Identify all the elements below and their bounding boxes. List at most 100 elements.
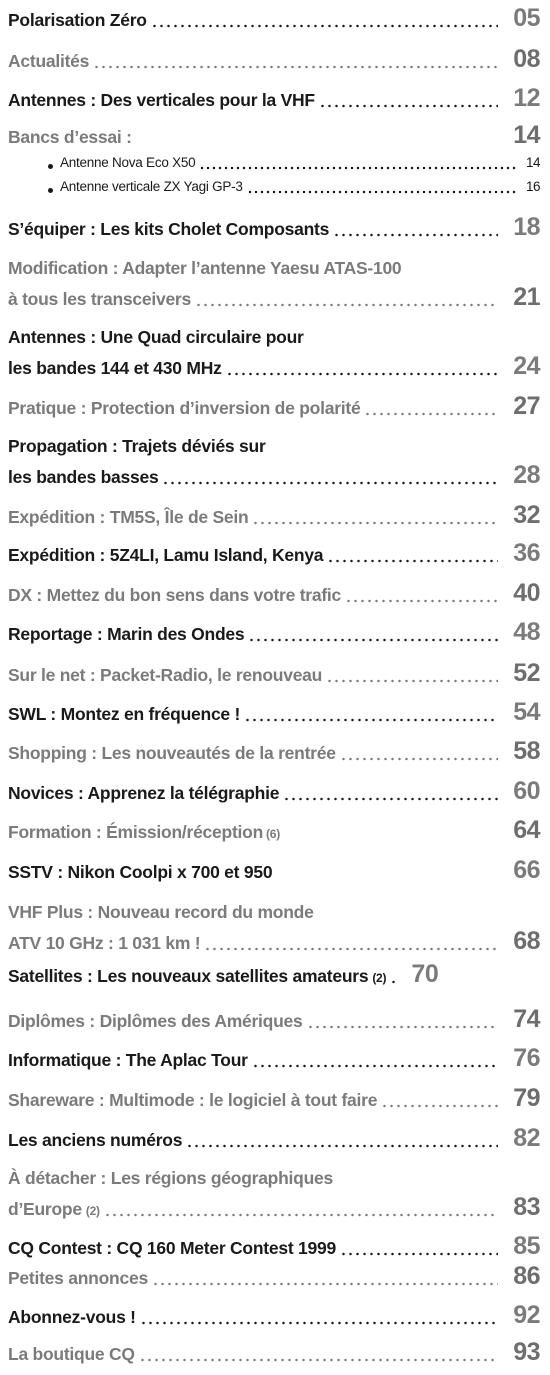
leader-dots [390, 979, 397, 984]
entry-title: CQ Contest : CQ 160 Meter Contest 1999 [8, 1238, 336, 1258]
page-number: 28 [513, 461, 540, 489]
toc-entry: Informatique : The Aplac Tour 76 [8, 1044, 541, 1073]
leader-dots [244, 717, 498, 722]
page-number: 66 [513, 856, 540, 884]
page-number: 76 [513, 1044, 540, 1072]
page-number: 27 [513, 392, 540, 420]
leader-dots [162, 480, 498, 485]
page-number: 24 [513, 352, 540, 380]
entry-title: Novices : Apprenez la télégraphie [8, 783, 280, 803]
toc-entry: Antennes : Une Quad circulaire pour les … [8, 323, 541, 381]
page-number: 36 [513, 539, 540, 567]
leader-dots [103, 1212, 498, 1217]
entry-title: Diplômes : Diplômes des Amériques [8, 1011, 303, 1031]
entry-title: Pratique : Protection d’inversion de pol… [8, 398, 361, 418]
entry-title: Formation : Émission/réception [8, 822, 264, 842]
entry-title: Shareware : Multimode : le logiciel à to… [8, 1090, 378, 1110]
toc-entry: CQ Contest : CQ 160 Meter Contest 1999 85 [8, 1232, 541, 1261]
leader-dots [251, 1063, 498, 1068]
entry-title-cont: à tous les transceivers [8, 289, 191, 309]
toc-entry: DX : Mettez du bon sens dans votre trafi… [8, 579, 541, 608]
leader-dots [199, 166, 516, 170]
entry-title: Actualités [8, 51, 90, 71]
toc-entry: Expédition : TM5S, Île de Sein 32 [8, 501, 541, 530]
leader-dots [194, 302, 498, 307]
entry-title: Bancs d’essai : [8, 127, 132, 147]
leader-dots [333, 232, 498, 237]
leader-dots [345, 598, 498, 603]
entry-title: SSTV : Nikon Coolpi x 700 et 950 [8, 862, 273, 882]
entry-title: Propagation : Trajets déviés sur [8, 436, 266, 456]
page-number: 83 [513, 1193, 540, 1221]
leader-dots [139, 1320, 498, 1325]
toc-entry: VHF Plus : Nouveau record du monde ATV 1… [8, 898, 541, 956]
toc-entry: Shareware : Multimode : le logiciel à to… [8, 1084, 541, 1113]
part-number: (2) [372, 971, 387, 985]
toc-entry: Abonnez-vous ! 92 [8, 1301, 541, 1330]
entry-title: Antennes : Des verticales pour la VHF [8, 90, 315, 110]
leader-dots [318, 103, 498, 108]
entry-title: Satellites : Les nouveaux satellites ama… [8, 966, 369, 986]
page-number: 14 [525, 155, 541, 170]
page-number: 82 [513, 1124, 540, 1152]
entry-title: VHF Plus : Nouveau record du monde [8, 902, 314, 922]
toc-entry: SWL : Montez en fréquence ! 54 [8, 698, 541, 727]
toc-entry: Petites annonces 86 [8, 1262, 541, 1291]
page-number: 18 [513, 213, 540, 241]
page-number: 85 [513, 1232, 540, 1260]
toc-entry: Shopping : Les nouveautés de la rentrée 5… [8, 737, 541, 766]
toc-entry: Formation : Émission/réception (6) 64 [8, 816, 541, 845]
leader-dots [151, 1281, 498, 1286]
page-number: 86 [513, 1262, 540, 1290]
toc-entry: Bancs d’essai : 14 [8, 121, 541, 150]
entry-title: Antenne Nova Eco X50 [60, 155, 196, 170]
page-number: 92 [513, 1301, 540, 1329]
entry-title: Expédition : 5Z4LI, Lamu Island, Kenya [8, 545, 324, 565]
leader-dots [93, 64, 498, 69]
toc-entry: Novices : Apprenez la télégraphie 60 [8, 777, 541, 806]
entry-title: Informatique : The Aplac Tour [8, 1050, 248, 1070]
part-number: (6) [266, 827, 280, 841]
entry-title: Shopping : Les nouveautés de la rentrée [8, 743, 336, 763]
leader-dots [381, 1103, 498, 1108]
page-number: 64 [513, 816, 540, 844]
toc-entry: Pratique : Protection d’inversion de pol… [8, 392, 541, 421]
entry-title: Expédition : TM5S, Île de Sein [8, 507, 249, 527]
toc-entry: Modification : Adapter l’antenne Yaesu A… [8, 254, 541, 312]
leader-dots [252, 520, 498, 525]
leader-dots [138, 1357, 498, 1362]
entry-title: Antenne verticale ZX Yagi GP-3 [60, 179, 243, 194]
toc-entry: Polarisation Zéro 05 [8, 4, 541, 33]
leader-dots [326, 678, 498, 683]
leader-dots [186, 1143, 498, 1148]
leader-dots [339, 1251, 498, 1256]
page-number: 74 [513, 1005, 540, 1033]
entry-title-cont: les bandes 144 et 430 MHz [8, 358, 222, 378]
toc-entry: Antennes : Des verticales pour la VHF 12 [8, 84, 541, 113]
page-number: 70 [411, 960, 439, 988]
page-number: 32 [513, 501, 540, 529]
page-number: 08 [513, 45, 540, 73]
leader-dots [306, 1024, 498, 1029]
page-number: 52 [513, 659, 540, 687]
toc-entry: Les anciens numéros 82 [8, 1124, 541, 1153]
entry-title: La boutique CQ [8, 1344, 135, 1364]
leader-dots [225, 371, 498, 376]
entry-title: Abonnez-vous ! [8, 1307, 136, 1327]
toc-subentry: Antenne Nova Eco X50 14 [8, 152, 541, 174]
toc-entry: Reportage : Marin des Ondes 48 [8, 618, 541, 647]
toc-entry: SSTV : Nikon Coolpi x 700 et 950 66 [8, 856, 541, 885]
entry-title: S’équiper : Les kits Cholet Composants [8, 219, 330, 239]
page-number: 79 [513, 1084, 540, 1112]
toc-entry: Diplômes : Diplômes des Amériques 74 [8, 1005, 541, 1034]
leader-dots [339, 756, 498, 761]
page-number: 21 [513, 283, 540, 311]
toc-entry: À détacher : Les régions géographiques d… [8, 1164, 541, 1222]
page-number: 68 [513, 927, 540, 955]
leader-dots [204, 946, 498, 951]
toc-entry: Propagation : Trajets déviés sur les ban… [8, 432, 541, 490]
page-number: 58 [513, 737, 540, 765]
toc-entry: Actualités 08 [8, 45, 541, 74]
page-number: 60 [513, 777, 540, 805]
